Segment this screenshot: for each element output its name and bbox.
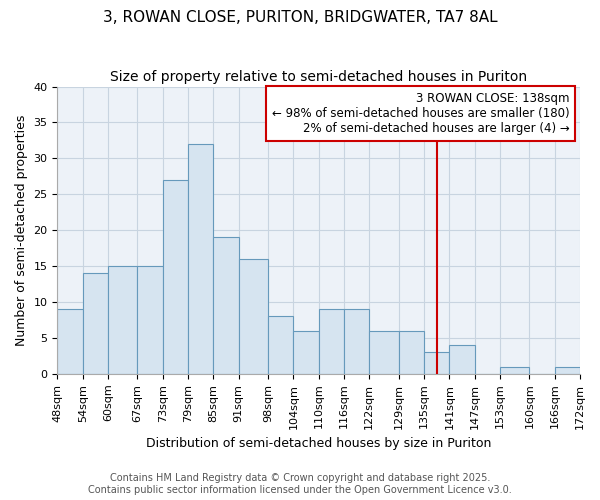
Bar (449, 345, 475, 374)
Bar (58, 310, 83, 374)
Bar (137, 266, 163, 374)
Text: 3, ROWAN CLOSE, PURITON, BRIDGWATER, TA7 8AL: 3, ROWAN CLOSE, PURITON, BRIDGWATER, TA7… (103, 10, 497, 25)
Bar (163, 180, 188, 374)
Bar (500, 367, 529, 374)
X-axis label: Distribution of semi-detached houses by size in Puriton: Distribution of semi-detached houses by … (146, 437, 491, 450)
Bar (268, 316, 293, 374)
Bar (369, 331, 399, 374)
Bar (424, 352, 449, 374)
Bar (239, 259, 268, 374)
Y-axis label: Number of semi-detached properties: Number of semi-detached properties (15, 114, 28, 346)
Title: Size of property relative to semi-detached houses in Puriton: Size of property relative to semi-detach… (110, 70, 527, 84)
Bar (344, 310, 369, 374)
Bar (319, 310, 344, 374)
Bar (555, 367, 580, 374)
Bar (214, 238, 239, 374)
Bar (83, 274, 108, 374)
Bar (399, 331, 424, 374)
Text: Contains HM Land Registry data © Crown copyright and database right 2025.
Contai: Contains HM Land Registry data © Crown c… (88, 474, 512, 495)
Bar (188, 144, 214, 374)
Text: 3 ROWAN CLOSE: 138sqm
← 98% of semi-detached houses are smaller (180)
2% of semi: 3 ROWAN CLOSE: 138sqm ← 98% of semi-deta… (272, 92, 569, 136)
Bar (108, 266, 137, 374)
Bar (293, 331, 319, 374)
